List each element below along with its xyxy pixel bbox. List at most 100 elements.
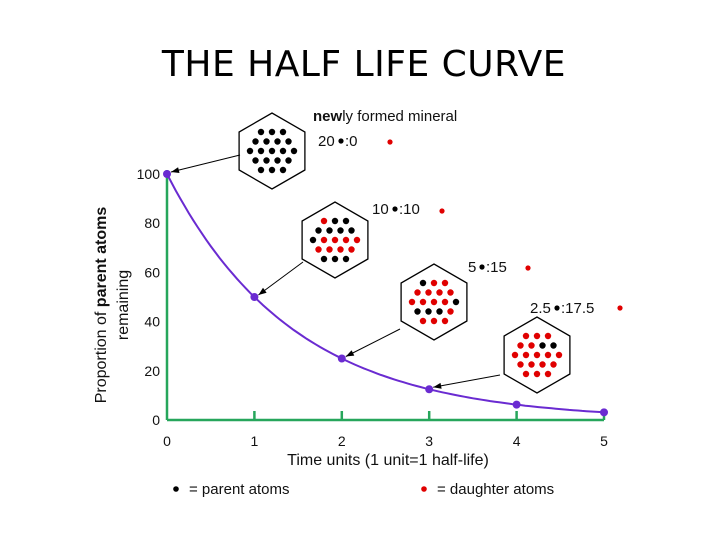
mineral-hexagon-2	[345, 263, 468, 357]
daughter-atom-3-5	[544, 370, 552, 378]
legend-daughter-label: = daughter atoms	[437, 481, 554, 498]
mineral-hexagon-1	[258, 201, 369, 296]
parent-atom-1-3	[315, 227, 322, 234]
parent-atom-0-8	[285, 157, 292, 164]
parent-atom-0-13	[279, 128, 287, 136]
ratio-annotation-3: 2.5 :17.5	[530, 300, 623, 317]
daughter-atom-2-12	[419, 298, 427, 306]
ratio-3-daughter: :17.5	[561, 300, 594, 317]
x-tick-label-3: 3	[425, 433, 433, 449]
daughter-atom-3-9	[544, 332, 552, 340]
data-point-1	[250, 293, 259, 301]
leader-arrowhead-2	[345, 350, 355, 357]
ratio-0-daughter-dot	[387, 139, 393, 145]
annotation-new-rest: ly formed mineral	[342, 108, 457, 125]
leader-arrowhead-3	[433, 382, 442, 389]
daughter-atom-3-16	[517, 361, 524, 368]
daughter-atom-1-12	[320, 217, 328, 225]
data-point-5	[600, 408, 608, 417]
y-tick-label-4: 80	[144, 215, 160, 231]
daughter-atom-2-7	[430, 279, 438, 287]
parent-atom-0-10	[268, 128, 276, 136]
leader-line-3	[433, 374, 501, 388]
parent-atom-2-2	[436, 308, 443, 315]
parent-atom-1-6	[342, 217, 350, 225]
parent-atom-0-9	[246, 147, 254, 155]
x-tick-label-4: 4	[513, 433, 521, 449]
parent-atom-1-7	[309, 236, 317, 244]
y-axis-label-bold: parent atoms	[93, 207, 110, 308]
leader-line-0	[170, 154, 241, 173]
ratio-2-parent: 5	[468, 259, 476, 276]
x-tick-label-2: 2	[338, 433, 346, 449]
x-axis-label: Time units (1 unit=1 half-life)	[287, 452, 489, 469]
parent-atom-0-12	[285, 138, 292, 145]
parent-atom-1-1	[337, 227, 344, 234]
x-ticks: 0 1 2 3 4 5	[163, 411, 608, 449]
ratio-2-daughter: :15	[486, 259, 507, 276]
daughter-atom-3-12	[533, 332, 541, 340]
daughter-atom-2-9	[430, 298, 438, 306]
daughter-atom-2-6	[441, 298, 449, 306]
parent-atom-0-2	[279, 147, 287, 155]
daughter-atom-3-7	[533, 351, 541, 359]
daughter-atom-1-10	[320, 236, 328, 244]
parent-atom-1-2	[342, 255, 350, 263]
parent-atom-2-3	[452, 298, 460, 306]
parent-atom-3-1	[539, 342, 546, 349]
daughter-atom-2-5	[447, 308, 454, 315]
ratio-annotation-2: 5 :15	[468, 259, 531, 276]
daughter-atom-3-17	[539, 361, 546, 368]
ratio-annotation-1: 10 :10	[372, 201, 445, 218]
daughter-atom-3-8	[533, 370, 541, 378]
parent-atom-2-4	[419, 279, 427, 287]
parent-atom-0-7	[257, 128, 265, 136]
daughter-atom-3-10	[544, 351, 552, 359]
data-points	[163, 170, 608, 417]
ratio-2-daughter-dot	[525, 265, 531, 271]
parent-atom-2-1	[414, 308, 421, 315]
annotation-new-bold: new	[313, 108, 343, 125]
legend: = parent atoms = daughter atoms	[173, 481, 554, 498]
parent-atom-0-17	[279, 166, 287, 174]
leader-line-1	[258, 261, 304, 296]
daughter-atom-2-11	[430, 317, 438, 325]
parent-atom-0-4	[268, 147, 276, 155]
daughter-atom-1-15	[342, 236, 350, 244]
parent-atom-0-15	[274, 138, 281, 145]
parent-atom-0-6	[257, 147, 265, 155]
y-tick-label-0: 0	[152, 412, 160, 428]
ratio-3-parent: 2.5	[530, 300, 551, 317]
y-ticks: 0 20 40 60 80 100	[137, 166, 161, 428]
daughter-atom-3-18	[528, 361, 535, 368]
parent-atom-1-9	[331, 217, 339, 225]
parent-atom-1-0	[326, 227, 333, 234]
ratio-1-daughter-dot	[439, 208, 445, 214]
legend-parent-label: = parent atoms	[189, 481, 289, 498]
daughter-atom-3-11	[522, 370, 530, 378]
ratio-0-parent-dot	[338, 138, 344, 144]
y-tick-label-1: 20	[144, 363, 160, 379]
y-tick-label-3: 60	[144, 264, 160, 280]
mineral-diagrams	[170, 112, 571, 394]
parent-atom-2-0	[425, 308, 432, 315]
daughter-atom-3-3	[528, 342, 535, 349]
leader-arrowhead-0	[171, 167, 180, 173]
parent-atom-1-8	[320, 255, 328, 263]
daughter-atom-1-18	[315, 246, 322, 253]
mineral-hexagon-3	[433, 316, 571, 394]
slide-title: THE HALF LIFE CURVE	[161, 44, 567, 85]
ratio-3-parent-dot	[554, 305, 560, 311]
daughter-atom-2-13	[414, 289, 421, 296]
parent-atom-1-4	[348, 227, 355, 234]
ratio-annotation-0: 20 :0	[318, 133, 393, 150]
data-point-4	[512, 400, 521, 409]
ratio-1-parent: 10	[372, 201, 389, 218]
data-point-0	[163, 170, 171, 178]
legend-parent-dot	[173, 486, 179, 492]
y-tick-label-2: 40	[144, 314, 160, 330]
x-tick-label-0: 0	[163, 433, 171, 449]
daughter-atom-1-13	[331, 236, 339, 244]
daughter-atom-3-15	[522, 332, 530, 340]
